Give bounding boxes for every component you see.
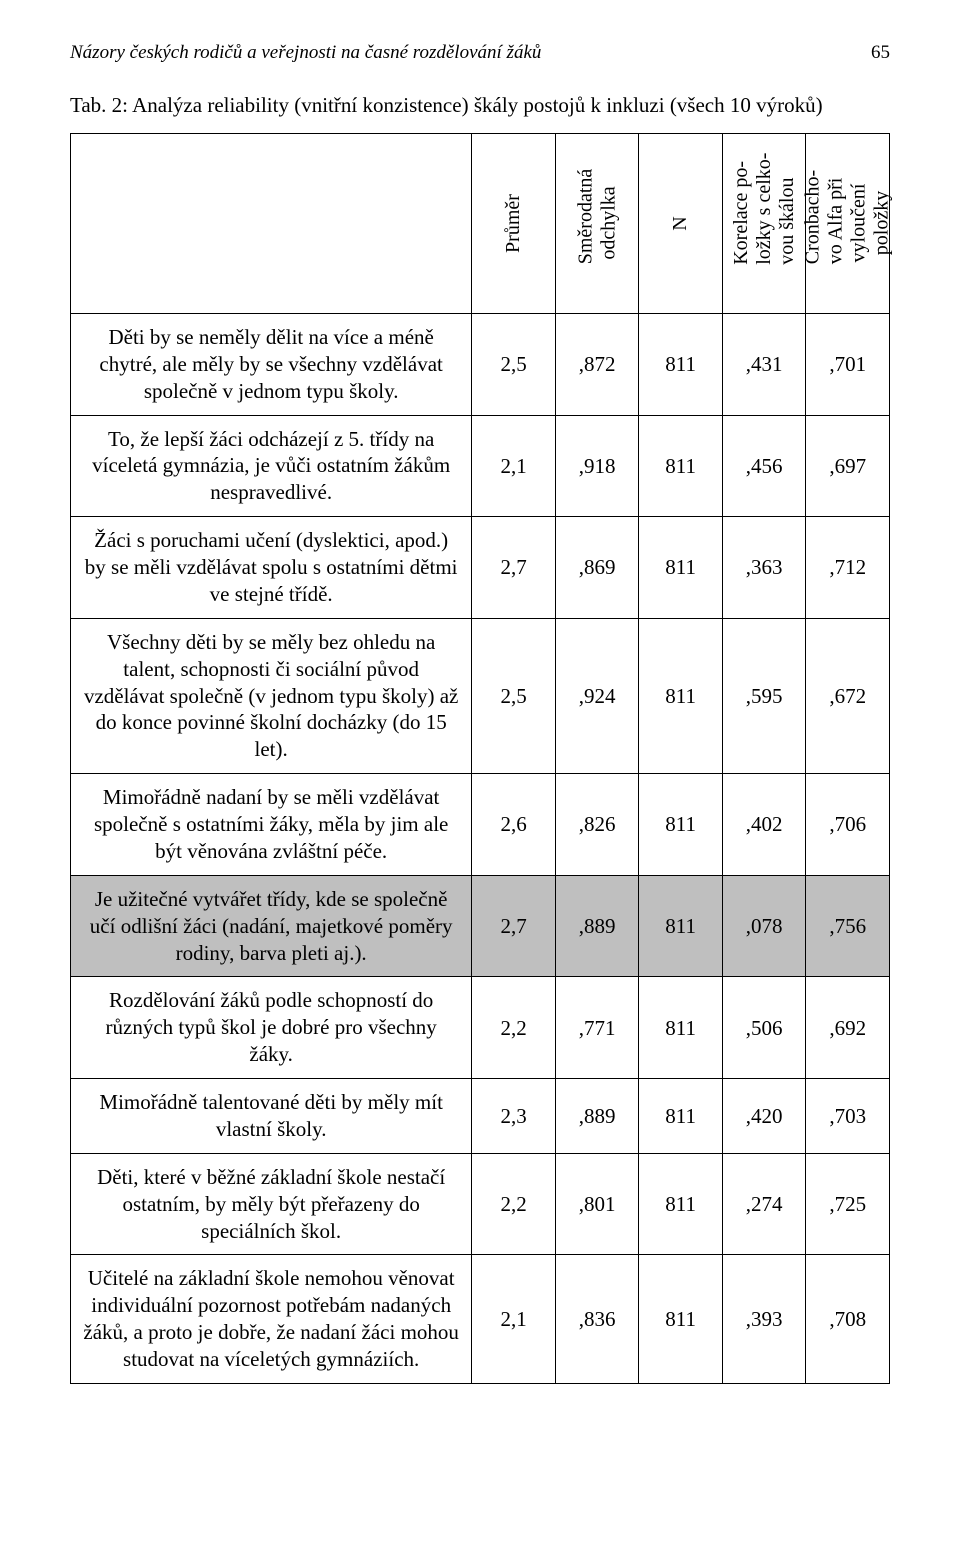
cell-corr: ,393	[722, 1255, 806, 1384]
cell-corr: ,363	[722, 517, 806, 619]
cell-sd: ,771	[555, 977, 639, 1079]
cell-item: Učitelé na základní škole nemohou věnova…	[71, 1255, 472, 1384]
table-row: Rozdělování žáků podle schopností do růz…	[71, 977, 890, 1079]
cell-sd: ,924	[555, 618, 639, 773]
cell-mean: 2,3	[472, 1079, 556, 1154]
cell-corr: ,456	[722, 415, 806, 517]
table-row: Mimořádně talentované děti by měly mít v…	[71, 1079, 890, 1154]
cell-corr: ,402	[722, 774, 806, 876]
cell-n: 811	[639, 313, 723, 415]
cell-item: Žáci s poruchami učení (dyslektici, apod…	[71, 517, 472, 619]
col-corr: Korelace po-ložky s celko-vou škálou	[722, 133, 806, 313]
cell-sd: ,872	[555, 313, 639, 415]
cell-mean: 2,1	[472, 415, 556, 517]
cell-alpha: ,706	[806, 774, 890, 876]
table-row: Učitelé na základní škole nemohou věnova…	[71, 1255, 890, 1384]
cell-n: 811	[639, 1255, 723, 1384]
cell-mean: 2,7	[472, 517, 556, 619]
cell-mean: 2,1	[472, 1255, 556, 1384]
col-alpha: Cronbacho-vo Alfa přivyloučenípoložky	[806, 133, 890, 313]
reliability-table: Průměr Směrodatnáodchylka N Korelace po-…	[70, 133, 890, 1384]
table-row: Děti, které v běžné základní škole nesta…	[71, 1153, 890, 1255]
cell-corr: ,078	[722, 875, 806, 977]
cell-alpha: ,708	[806, 1255, 890, 1384]
table-row: To, že lepší žáci odcházejí z 5. třídy n…	[71, 415, 890, 517]
cell-mean: 2,2	[472, 1153, 556, 1255]
cell-alpha: ,703	[806, 1079, 890, 1154]
cell-sd: ,801	[555, 1153, 639, 1255]
table-caption: Tab. 2: Analýza reliability (vnitřní kon…	[70, 92, 890, 119]
cell-corr: ,431	[722, 313, 806, 415]
col-sd: Směrodatnáodchylka	[555, 133, 639, 313]
cell-alpha: ,725	[806, 1153, 890, 1255]
cell-item: Mimořádně talentované děti by měly mít v…	[71, 1079, 472, 1154]
cell-alpha: ,701	[806, 313, 890, 415]
cell-alpha: ,697	[806, 415, 890, 517]
cell-item: Děti by se neměly dělit na více a méně c…	[71, 313, 472, 415]
cell-sd: ,836	[555, 1255, 639, 1384]
cell-alpha: ,712	[806, 517, 890, 619]
table-row: Žáci s poruchami učení (dyslektici, apod…	[71, 517, 890, 619]
cell-mean: 2,2	[472, 977, 556, 1079]
cell-n: 811	[639, 1079, 723, 1154]
cell-item: Rozdělování žáků podle schopností do růz…	[71, 977, 472, 1079]
cell-n: 811	[639, 774, 723, 876]
cell-alpha: ,692	[806, 977, 890, 1079]
cell-sd: ,826	[555, 774, 639, 876]
table-row: Je užitečné vytvářet třídy, kde se spole…	[71, 875, 890, 977]
cell-mean: 2,6	[472, 774, 556, 876]
table-row: Mimořádně nadaní by se měli vzdělávat sp…	[71, 774, 890, 876]
cell-item: Děti, které v běžné základní škole nesta…	[71, 1153, 472, 1255]
cell-item: Mimořádně nadaní by se měli vzdělávat sp…	[71, 774, 472, 876]
table-body: Děti by se neměly dělit na více a méně c…	[71, 313, 890, 1383]
cell-mean: 2,5	[472, 618, 556, 773]
table-row: Všechny děti by se měly bez ohledu na ta…	[71, 618, 890, 773]
col-n: N	[639, 133, 723, 313]
table-row: Děti by se neměly dělit na více a méně c…	[71, 313, 890, 415]
cell-sd: ,889	[555, 875, 639, 977]
cell-alpha: ,672	[806, 618, 890, 773]
cell-sd: ,918	[555, 415, 639, 517]
cell-mean: 2,5	[472, 313, 556, 415]
cell-n: 811	[639, 517, 723, 619]
cell-alpha: ,756	[806, 875, 890, 977]
cell-mean: 2,7	[472, 875, 556, 977]
cell-corr: ,420	[722, 1079, 806, 1154]
cell-n: 811	[639, 977, 723, 1079]
cell-corr: ,274	[722, 1153, 806, 1255]
cell-sd: ,889	[555, 1079, 639, 1154]
cell-n: 811	[639, 1153, 723, 1255]
cell-corr: ,506	[722, 977, 806, 1079]
page-number: 65	[871, 40, 890, 66]
cell-n: 811	[639, 875, 723, 977]
cell-item: Je užitečné vytvářet třídy, kde se spole…	[71, 875, 472, 977]
col-item-stub	[71, 133, 472, 313]
cell-n: 811	[639, 618, 723, 773]
running-head: Názory českých rodičů a veřejnosti na ča…	[70, 40, 890, 66]
col-mean: Průměr	[472, 133, 556, 313]
cell-corr: ,595	[722, 618, 806, 773]
cell-sd: ,869	[555, 517, 639, 619]
cell-item: To, že lepší žáci odcházejí z 5. třídy n…	[71, 415, 472, 517]
cell-n: 811	[639, 415, 723, 517]
running-title: Názory českých rodičů a veřejnosti na ča…	[70, 40, 541, 66]
table-header-row: Průměr Směrodatnáodchylka N Korelace po-…	[71, 133, 890, 313]
cell-item: Všechny děti by se měly bez ohledu na ta…	[71, 618, 472, 773]
